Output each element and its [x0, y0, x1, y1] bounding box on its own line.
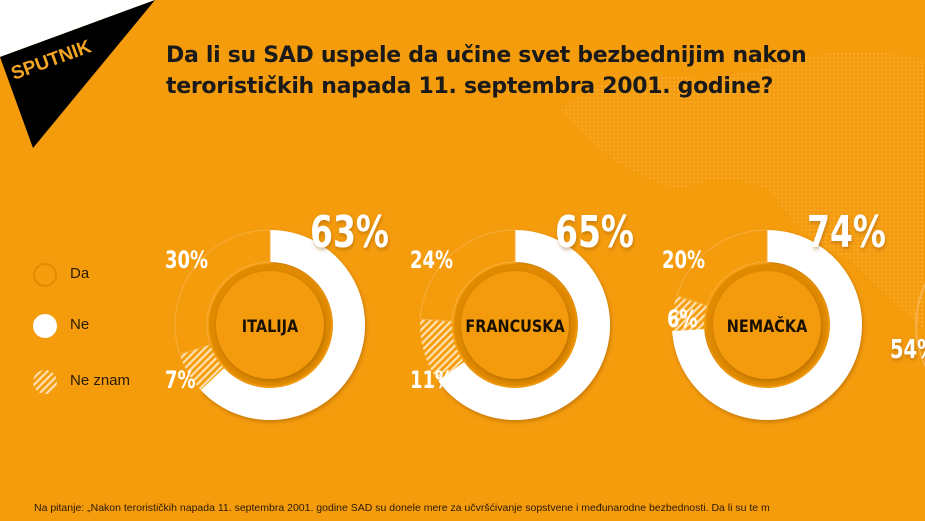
donut-italija: ITALIJA 63% 30% 7% [165, 207, 389, 420]
slice-ne [438, 230, 610, 420]
legend-swatch-ne [33, 314, 57, 338]
legend-swatch-ne-znam [33, 370, 57, 394]
value-ne: 63% [310, 207, 389, 258]
donut-label: ITALIJA [242, 316, 299, 336]
value-ne-znam: 7% [165, 367, 196, 395]
donut-hole [461, 271, 569, 379]
value-ne: 65% [555, 207, 634, 258]
value-ne: 74% [807, 207, 886, 258]
donut-partial: 54% [890, 282, 925, 368]
slice-da [419, 229, 516, 322]
footnote: Na pitanje: „Nakon terorističkih napada … [34, 502, 770, 514]
slice-ne-znam [672, 295, 708, 331]
donut-outline [915, 282, 925, 368]
value-da: 20% [662, 247, 705, 275]
slice-ne [672, 230, 862, 421]
donut-hole [216, 271, 324, 379]
legend [33, 263, 57, 394]
value-ne: 54% [890, 335, 925, 364]
legend-label-ne: Ne [70, 316, 90, 333]
donut-nemačka: NEMAČKA 74% 20% 6% [662, 207, 886, 421]
slice-ne-znam [420, 319, 465, 381]
slice-da [676, 229, 768, 307]
legend-label-da: Da [70, 265, 90, 282]
value-da: 24% [410, 247, 453, 275]
slice-da [174, 229, 271, 355]
value-ne-znam: 11% [410, 367, 453, 395]
slice-ne [200, 230, 366, 420]
slice-ne-znam [179, 344, 225, 391]
world-map-watermark [560, 52, 925, 330]
legend-label-ne-znam: Ne znam [70, 372, 131, 389]
sputnik-logo [0, 0, 155, 148]
title-line-2: terorističkih napada 11. septembra 2001.… [166, 74, 774, 99]
page-title: Da li su SAD uspele da učine svet bezbed… [166, 40, 807, 102]
value-da: 30% [165, 247, 208, 275]
value-ne-znam: 6% [667, 306, 698, 334]
donut-francuska: FRANCUSKA 65% 24% 11% [410, 207, 634, 420]
title-line-1: Da li su SAD uspele da učine svet bezbed… [166, 43, 807, 68]
legend-swatch-da [33, 263, 57, 287]
donut-label: NEMAČKA [727, 316, 808, 336]
donut-label: FRANCUSKA [465, 316, 565, 336]
donut-hole [713, 271, 821, 379]
